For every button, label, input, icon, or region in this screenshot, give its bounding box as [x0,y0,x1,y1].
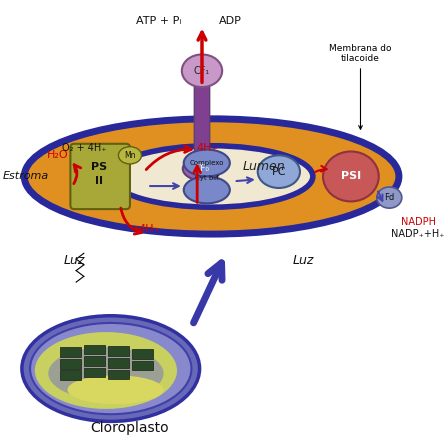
Text: Membrana do
tilacoide: Membrana do tilacoide [329,44,392,129]
Ellipse shape [323,151,379,202]
Ellipse shape [24,119,399,234]
Text: Estroma: Estroma [3,171,49,182]
Ellipse shape [184,177,230,203]
FancyArrowPatch shape [121,208,142,234]
Ellipse shape [48,347,164,400]
Bar [60,359,81,368]
FancyArrowPatch shape [315,166,327,172]
Ellipse shape [377,187,402,208]
Text: H₂O: H₂O [47,150,69,160]
Bar [84,344,105,354]
Text: Complexo: Complexo [190,160,224,166]
FancyArrowPatch shape [74,165,81,184]
Ellipse shape [67,375,164,404]
Bar [60,371,81,380]
Text: O₂ + 4H₊: O₂ + 4H₊ [62,143,106,153]
Bar [84,356,105,366]
FancyArrowPatch shape [150,183,179,189]
Bar [60,348,81,357]
Text: Lumen: Lumen [243,160,286,174]
Text: II: II [95,176,103,186]
Text: 4H₊: 4H₊ [196,143,218,153]
Ellipse shape [35,332,177,409]
FancyArrowPatch shape [146,146,191,170]
FancyArrowPatch shape [236,178,253,183]
Text: NADPH: NADPH [401,217,436,227]
Bar [132,361,153,371]
Text: Fd: Fd [384,193,394,202]
Bar [108,358,129,368]
Text: PS: PS [91,162,107,172]
Ellipse shape [182,54,222,87]
Text: Mn: Mn [124,151,136,160]
Bar [108,369,129,379]
Bar [84,368,105,377]
Ellipse shape [184,150,230,177]
Text: Cloroplasto: Cloroplasto [91,421,169,435]
Text: PSI: PSI [341,171,361,182]
FancyArrowPatch shape [377,191,383,201]
Text: CF₁: CF₁ [194,66,210,76]
FancyArrowPatch shape [194,263,222,323]
FancyArrowPatch shape [194,166,201,202]
Ellipse shape [22,316,200,421]
Bar [132,349,153,359]
Text: Luz: Luz [292,254,313,267]
Bar [108,347,129,356]
Text: NADP₊+H₊: NADP₊+H₊ [392,229,445,239]
Ellipse shape [30,323,191,414]
FancyBboxPatch shape [194,86,210,196]
Text: PC: PC [272,166,286,177]
Ellipse shape [183,157,221,180]
Text: 4H₊: 4H₊ [139,224,160,234]
Ellipse shape [258,155,300,188]
Text: Luz: Luz [63,254,85,267]
Text: CF₀: CF₀ [194,164,210,173]
Text: ADP: ADP [219,16,242,26]
Text: Cyt b₆f: Cyt b₆f [195,175,219,182]
FancyBboxPatch shape [70,144,130,209]
Ellipse shape [110,146,313,207]
Text: ATP + Pᵢ: ATP + Pᵢ [136,16,181,26]
Ellipse shape [118,147,141,164]
